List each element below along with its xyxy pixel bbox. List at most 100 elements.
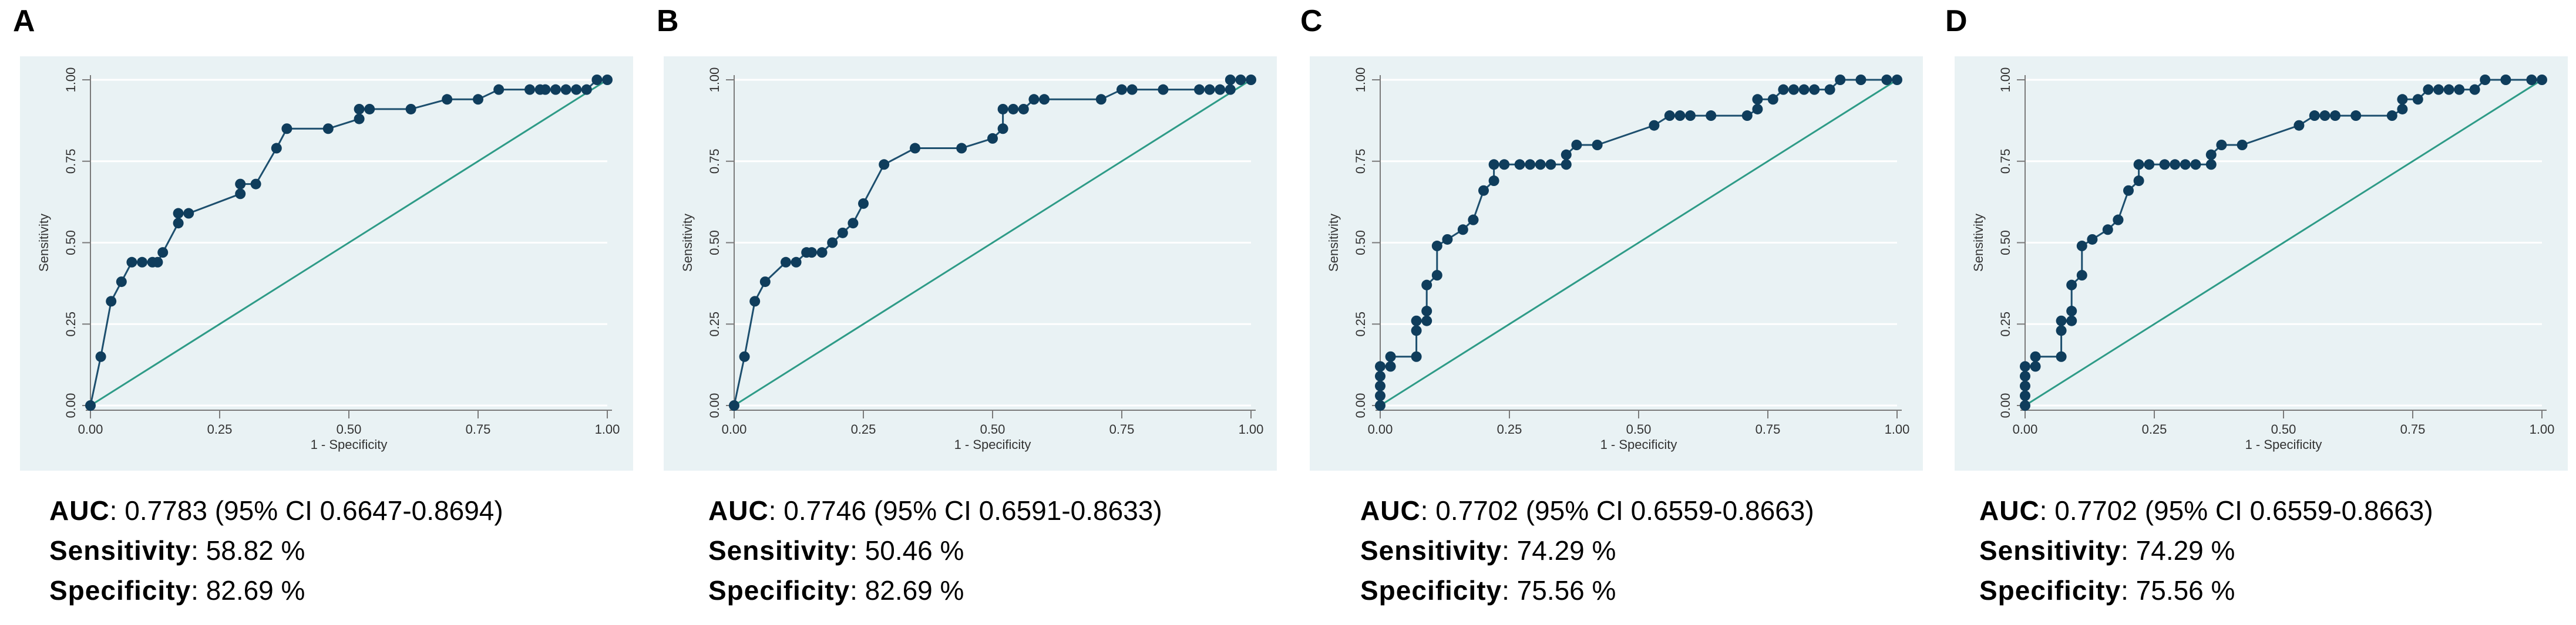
roc-point [173,208,184,219]
roc-point [2433,84,2444,95]
x-tick-label: 0.75 [466,422,491,437]
roc-point [1706,110,1717,121]
roc-point [1824,84,1835,95]
roc-point [2537,75,2547,85]
roc-point [2133,159,2144,170]
roc-point [759,276,771,288]
specificity-label: Specificity [1979,575,2121,606]
roc-point [1752,103,1763,114]
x-tick-label: 0.25 [851,422,876,437]
roc-point [1525,159,1536,170]
roc-point [806,247,817,258]
roc-point [1225,75,1236,85]
roc-point [1488,159,1499,170]
auc-row: AUC: 0.7783 (95% CI 0.6647-0.8694) [49,491,503,531]
roc-point [997,103,1008,114]
roc-point [997,123,1008,134]
x-tick-label: 0.50 [337,422,362,437]
roc-point [2423,84,2434,95]
y-tick-label: 0.00 [1353,393,1368,418]
roc-point [1488,175,1499,187]
roc-point [2350,110,2362,121]
roc-point [1375,361,1385,372]
roc-point [2454,84,2465,95]
roc-point [1375,371,1385,382]
y-tick-label: 0.75 [63,148,78,174]
specificity-value: : 75.56 % [2121,575,2235,606]
roc-point [473,94,483,105]
roc-point [827,237,838,248]
x-tick-label: 0.75 [2400,422,2426,437]
roc-point [235,178,246,190]
stats-block: AUC: 0.7702 (95% CI 0.6559-0.8663) Sensi… [1360,491,1814,610]
roc-point [1385,361,1396,372]
roc-point [1788,84,1799,95]
y-tick-label: 0.25 [1998,312,2013,337]
stats-block: AUC: 0.7702 (95% CI 0.6559-0.8663) Sensi… [1979,491,2433,610]
roc-point [848,218,859,229]
roc-point [1457,224,1468,235]
y-tick-label: 0.00 [63,393,78,418]
specificity-label: Specificity [49,575,191,606]
roc-chart: 0.00 0.25 0.50 0.75 1.00 0.00 0.25 0.50 0.75 1.00… [680,67,1263,452]
x-axis-title: 1 - Specificity [2245,437,2322,452]
y-tick-label: 0.75 [707,148,722,174]
roc-point [1039,94,1050,105]
roc-point [2397,103,2408,114]
y-tick-label: 1.00 [1998,67,2013,93]
roc-point [2170,159,2181,170]
y-axis-title: Sensitivity [1326,214,1341,272]
roc-point [2144,159,2155,170]
x-axis-title: 1 - Specificity [954,437,1031,452]
roc-point [879,159,890,170]
roc-point [1664,110,1675,121]
roc-point [2020,380,2030,391]
roc-point [2500,75,2511,85]
roc-point [2159,159,2170,170]
sensitivity-value: : 58.82 % [191,535,305,566]
roc-point [858,198,869,209]
auc-label: AUC [49,495,110,526]
roc-point [2020,361,2030,372]
reference-line [1380,79,1898,407]
roc-point [910,143,920,154]
reference-line [734,79,1252,407]
roc-panel-c: C 0.00 0.25 0.50 0.75 1.00 0.00 0.25 0.50 0.75 1.… [1287,0,1931,625]
roc-point [1561,159,1572,170]
roc-point [2056,315,2067,326]
roc-panel-b: B 0.00 0.25 0.50 0.75 1.00 0.00 0.25 0.50 0.75 1.… [644,0,1287,625]
roc-point [1809,84,1820,95]
roc-point [729,400,739,411]
roc-point [1385,351,1396,362]
roc-point [116,276,127,288]
roc-point [493,84,505,95]
roc-plot-area: 0.00 0.25 0.50 0.75 1.00 0.00 0.25 0.50 0.75 1.00… [20,56,633,471]
roc-point [364,103,375,114]
roc-point [1421,315,1432,326]
specificity-row: Specificity: 82.69 % [708,570,1162,610]
roc-point [1194,84,1205,95]
roc-point [2293,120,2305,131]
roc-point [781,256,791,268]
roc-point [405,103,416,114]
roc-point [2123,185,2134,196]
panel-letter: A [13,4,35,38]
roc-point [2330,110,2340,121]
y-tick-label: 0.25 [1353,312,1368,337]
roc-point [2190,159,2201,170]
roc-point [2180,159,2191,170]
x-tick-label: 0.00 [78,422,103,437]
roc-point [1752,94,1763,105]
auc-label: AUC [1979,495,2040,526]
roc-point [2469,84,2480,95]
sensitivity-label: Sensitivity [1979,535,2121,566]
roc-point [2056,351,2067,362]
specificity-value: : 82.69 % [191,575,305,606]
roc-point [602,75,613,85]
y-tick-label: 0.25 [707,312,722,337]
x-tick-label: 0.00 [722,422,747,437]
roc-point [2076,270,2087,281]
auc-label: AUC [708,495,769,526]
roc-point [2056,325,2067,336]
x-axis-title: 1 - Specificity [311,437,388,452]
